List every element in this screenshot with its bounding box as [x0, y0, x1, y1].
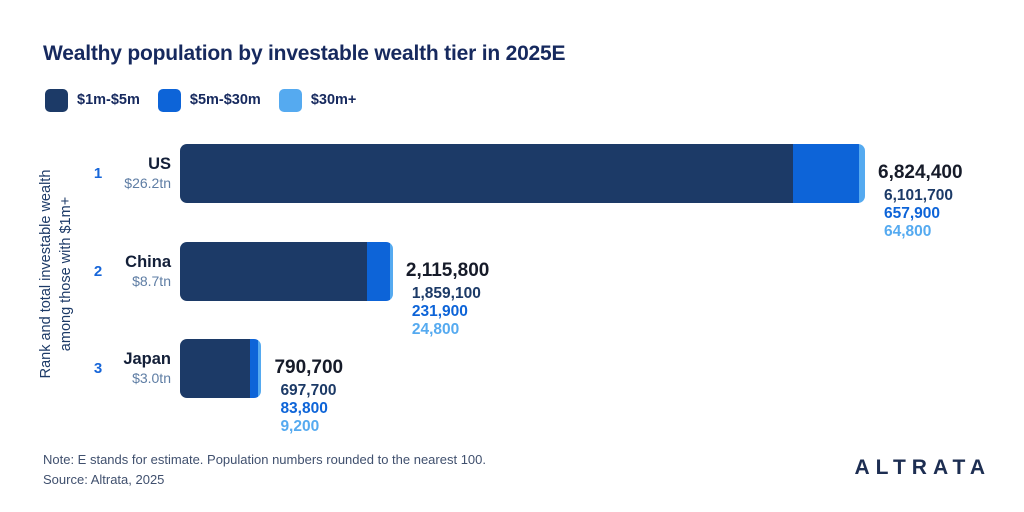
legend-swatch-5m-30m	[157, 89, 181, 112]
country-label: China	[125, 252, 171, 271]
country-label: US	[148, 155, 171, 173]
tier-value-label-30m+: 9,200	[280, 418, 320, 436]
bar-us	[180, 144, 865, 203]
bar-segment-5m-30m	[792, 144, 859, 203]
bar-segment-5m-30m	[366, 241, 390, 301]
legend-swatch-30m+	[278, 89, 302, 112]
legend-label: $1m-$5m	[77, 92, 140, 108]
country-wealth-label: $3.0tn	[132, 370, 171, 386]
bar-segment-1m-5m	[180, 339, 250, 398]
country-block: Japan $3.0tn	[56, 339, 171, 398]
bar-segment-30m+	[858, 144, 865, 203]
legend: $1m-$5m $5m-$30m $30m+	[45, 89, 356, 112]
bar-segment-1m-5m	[180, 144, 793, 203]
country-wealth-label: $8.7tn	[132, 272, 171, 289]
tier-values: 1,859,100 231,900 24,800	[412, 285, 481, 340]
bar-segment-30m+	[258, 339, 262, 398]
tier-values: 6,101,700 657,900 64,800	[884, 187, 953, 242]
chart-title: Wealthy population by investable wealth …	[43, 42, 566, 65]
chart-row-japan: 3 Japan $3.0tn 790,700 697,700 83,800 9,200	[0, 339, 1024, 435]
tier-value-label-5m-30m: 231,900	[411, 302, 468, 320]
country-block: China $8.7tn	[56, 242, 171, 301]
bar-segment-30m+	[389, 241, 393, 301]
bar-china	[180, 241, 393, 301]
rank-label: 2	[93, 262, 103, 280]
rank-label: 1	[93, 165, 103, 182]
legend-item-30m+: $30m+	[278, 89, 357, 112]
tier-value-label-1m-5m: 6,101,700	[884, 187, 953, 204]
tier-value-label-1m-5m: 1,859,100	[411, 284, 481, 302]
country-block: US $26.2tn	[56, 144, 171, 203]
tier-value-label-1m-5m: 697,700	[280, 382, 337, 399]
country-wealth-label: $26.2tn	[124, 175, 171, 191]
chart-row-us: 1 US $26.2tn 6,824,400 6,101,700 657,900 64,80…	[0, 144, 1024, 240]
legend-label: $30m+	[310, 92, 357, 108]
tier-value-label-5m-30m: 657,900	[884, 205, 941, 223]
rank-label: 3	[93, 360, 103, 377]
total-label: 6,824,400	[878, 162, 963, 183]
bar-segment-5m-30m	[250, 339, 259, 398]
country-label: Japan	[123, 350, 171, 368]
legend-item-1m-5m: $1m-$5m	[45, 89, 140, 112]
tier-values: 697,700 83,800 9,200	[280, 382, 336, 437]
bar-japan	[180, 339, 262, 398]
tier-value-label-30m+: 24,800	[411, 320, 460, 338]
total-label: 790,700	[274, 357, 344, 378]
tier-value-label-30m+: 64,800	[884, 223, 932, 241]
total-label: 2,115,800	[405, 259, 490, 281]
chart-row-china: 2 China $8.7tn 2,115,800 1,859,100 231,900 24,…	[0, 241, 1024, 338]
tier-value-label-5m-30m: 83,800	[280, 400, 328, 418]
legend-swatch-1m-5m	[45, 89, 68, 112]
bar-segment-1m-5m	[180, 241, 367, 301]
altrata-logo: ALTRATA	[854, 456, 991, 479]
legend-item-5m-30m: $5m-$30m	[157, 89, 261, 112]
legend-label: $5m-$30m	[189, 92, 261, 108]
source-note: Source: Altrata, 2025	[43, 472, 165, 487]
footnote: Note: E stands for estimate. Population …	[43, 452, 486, 467]
